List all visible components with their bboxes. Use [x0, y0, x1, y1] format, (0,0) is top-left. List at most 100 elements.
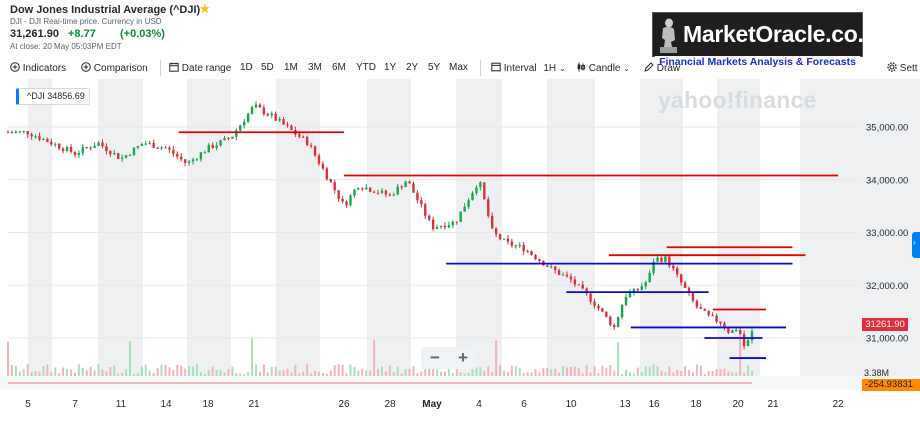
range-ytd[interactable]: YTD [356, 62, 376, 73]
volume-bar [314, 370, 317, 376]
volume-bar [412, 366, 415, 376]
volume-bar [699, 365, 702, 376]
candle-body [282, 119, 285, 125]
volume-bar [408, 369, 411, 376]
candle-body [467, 200, 470, 207]
volume-bar [26, 364, 29, 376]
volume-bar [329, 370, 332, 376]
volume-bar [188, 366, 191, 376]
candle-body [510, 241, 514, 246]
range-2y[interactable]: 2Y [406, 62, 419, 73]
volume-bar [640, 372, 643, 376]
indicator-value-tag: -254.93831 [862, 379, 920, 391]
candle-body [380, 190, 384, 193]
chart-type-dropdown[interactable]: Candle ⌄ [576, 62, 630, 74]
series-legend[interactable]: ^DJI 34856.69 [16, 88, 90, 105]
x-tick-label: 7 [72, 399, 78, 410]
candle-body [305, 136, 309, 146]
volume-bar [203, 373, 206, 376]
volume-bar [735, 372, 738, 376]
interval-dropdown[interactable]: Interval 1H ⌄ [491, 62, 566, 74]
range-1y[interactable]: 1Y [384, 62, 397, 73]
candle-body [424, 204, 427, 216]
candle-body [585, 288, 588, 294]
candle-body [455, 221, 458, 223]
candle-body [632, 288, 636, 293]
price-chart[interactable]: 35,000.00 34,000.00 33,000.00 32,000.00 31,0… [0, 79, 920, 436]
candle-body [656, 257, 659, 262]
volume-bar [38, 371, 41, 376]
candle-body [54, 143, 57, 145]
candle-body [498, 234, 502, 240]
volume-bar [266, 372, 269, 376]
candle-body [412, 183, 415, 193]
volume-bar [223, 372, 226, 376]
date-range-button[interactable]: Date range [169, 62, 231, 74]
range-5d[interactable]: 5D [261, 62, 274, 73]
volume-bar [632, 373, 635, 376]
candle-body [589, 293, 592, 302]
range-max[interactable]: Max [449, 62, 468, 73]
volume-bar [172, 369, 175, 376]
comparison-button[interactable]: Comparison [81, 62, 148, 74]
candle-body [219, 140, 222, 146]
volume-bar [656, 366, 659, 376]
range-5y[interactable]: 5Y [428, 62, 441, 73]
volume-bar [581, 373, 584, 376]
volume-bar [310, 373, 313, 376]
volume-bar [77, 364, 80, 376]
y-tick-label: 34,000.00 [866, 175, 908, 186]
volume-bar [109, 367, 112, 376]
range-6m[interactable]: 6M [332, 62, 346, 73]
volume-bar [617, 342, 620, 376]
watchlist-star-icon[interactable]: ★ [199, 1, 211, 16]
candle-body [254, 104, 258, 108]
candle-body [742, 334, 746, 347]
quote-header: Dow Jones Industrial Average (^DJI) ★ DJ… [0, 0, 640, 56]
session-band [640, 79, 683, 376]
y-tick-label: 31,000.00 [866, 334, 908, 345]
volume-bar [499, 364, 502, 376]
expand-panel-tab[interactable]: › [912, 232, 920, 258]
candle-body [400, 186, 403, 188]
candle-body [538, 259, 541, 261]
settings-button[interactable]: Sett [887, 62, 918, 74]
volume-bar [554, 368, 557, 376]
volume-bar [306, 364, 309, 376]
range-1d[interactable]: 1D [240, 62, 253, 73]
x-tick-label: 28 [384, 399, 396, 410]
volume-bar [373, 339, 376, 376]
volume-bar [317, 371, 320, 376]
candle-body [278, 119, 281, 121]
candle-body [144, 143, 147, 145]
zoom-in-button[interactable]: + [458, 348, 468, 367]
candle-body [357, 188, 360, 190]
volume-bar [522, 372, 525, 376]
draw-label: Draw [656, 63, 681, 74]
volume-bar [471, 369, 474, 376]
close-time: At close: 20 May 05:03PM EDT [10, 42, 122, 51]
candle-body [490, 215, 494, 229]
candle-body [333, 182, 336, 191]
volume-bar [447, 366, 450, 376]
volume-bar [345, 373, 348, 376]
volume-bar [743, 372, 746, 376]
candle-body [569, 276, 573, 280]
candle-body [731, 330, 734, 333]
candle-body [530, 251, 533, 255]
candle-body [384, 190, 388, 195]
indicators-button[interactable]: Indicators [10, 62, 66, 74]
volume-bar [294, 364, 297, 376]
range-1m[interactable]: 1M [284, 62, 298, 73]
range-3m[interactable]: 3M [308, 62, 322, 73]
candle-body [266, 114, 270, 116]
volume-bar [565, 367, 568, 376]
volume-bar [451, 373, 454, 376]
draw-button[interactable]: Draw [644, 62, 680, 74]
volume-bar [636, 367, 639, 376]
volume-bar [255, 364, 257, 376]
volume-bar [396, 366, 399, 376]
candlestick-chart-svg[interactable]: 35,000.00 34,000.00 33,000.00 32,000.00 31,0… [0, 79, 920, 436]
volume-bar [680, 371, 683, 376]
zoom-out-button[interactable]: − [430, 348, 440, 367]
